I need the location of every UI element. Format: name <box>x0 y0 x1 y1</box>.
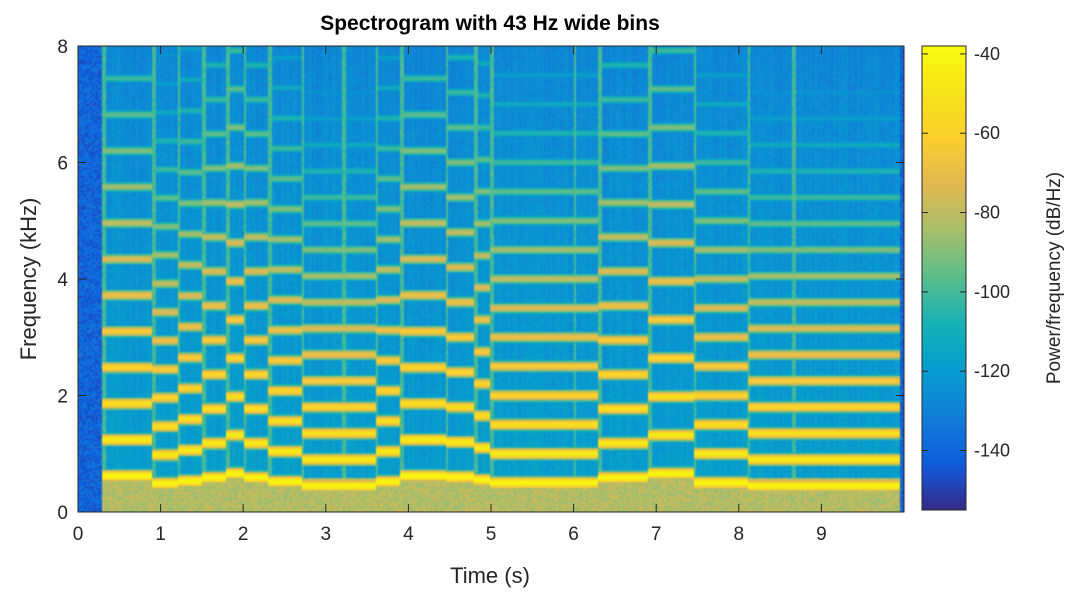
x-tick-label: 3 <box>321 524 332 545</box>
colorbar-tick-label: -100 <box>974 282 1010 302</box>
colorbar-tick-label: -60 <box>974 123 1000 143</box>
x-axis: 0 1 2 3 4 5 6 7 8 9 <box>73 46 827 545</box>
y-tick-label: 6 <box>57 154 68 175</box>
spectrogram-image <box>78 46 904 512</box>
x-tick-label: 4 <box>403 524 414 545</box>
colorbar: -40 -60 -80 -100 -120 -140 Power/frequency (d… <box>921 44 1065 511</box>
x-tick-label: 9 <box>816 524 827 545</box>
x-tick-label: 1 <box>155 524 166 545</box>
colorbar-tick-label: -80 <box>974 203 1000 223</box>
x-tick-label: 0 <box>73 524 84 545</box>
colorbar-tick-label: -140 <box>974 441 1010 461</box>
colorbar-tick-label: -120 <box>974 361 1010 381</box>
x-tick-label: 6 <box>568 524 579 545</box>
x-tick-label: 5 <box>486 524 497 545</box>
x-tick-label: 2 <box>238 524 249 545</box>
x-axis-label: Time (s) <box>450 563 530 588</box>
y-tick-label: 0 <box>57 503 68 524</box>
colorbar-ticks: -40 -60 -80 -100 -120 -140 <box>922 44 1010 461</box>
colorbar-scale <box>921 45 967 511</box>
chart-title: Spectrogram with 43 Hz wide bins <box>320 12 660 35</box>
y-axis-label: Frequency (kHz) <box>16 198 41 361</box>
x-tick-label: 8 <box>734 524 745 545</box>
y-tick-label: 4 <box>57 270 68 291</box>
colorbar-tick-label: -40 <box>974 44 1000 64</box>
y-tick-label: 8 <box>57 37 68 58</box>
y-axis: 0 2 4 6 8 <box>57 37 904 524</box>
plot-area <box>77 45 905 513</box>
x-tick-label: 7 <box>651 524 662 545</box>
y-tick-label: 2 <box>57 387 68 408</box>
colorbar-label: Power/frequency (dB/Hz) <box>1044 172 1065 384</box>
